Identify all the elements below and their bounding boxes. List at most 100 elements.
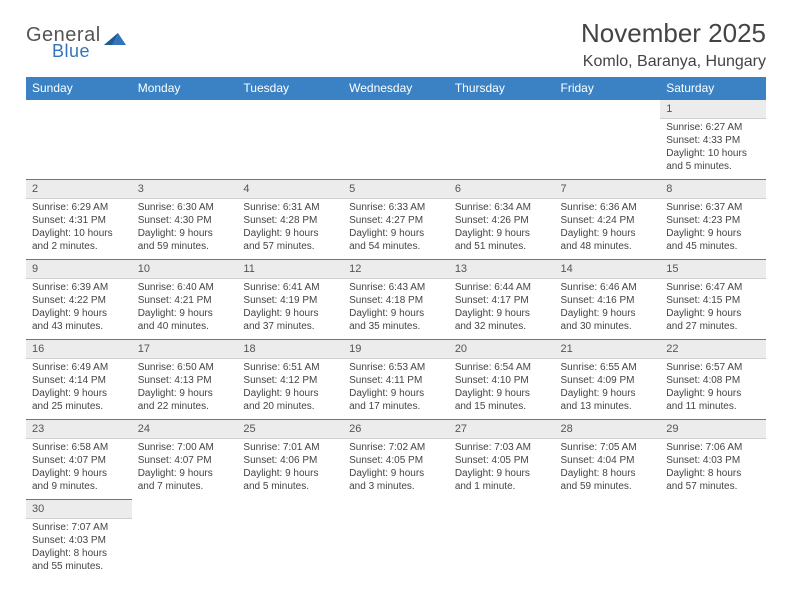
- day-number: 27: [449, 419, 555, 439]
- day-number-empty: [660, 499, 766, 517]
- daylight-line: Daylight: 9 hours and 7 minutes.: [138, 467, 232, 493]
- sunrise-line: Sunrise: 7:00 AM: [138, 441, 232, 454]
- sunrise-line: Sunrise: 7:02 AM: [349, 441, 443, 454]
- calendar-cell: 28Sunrise: 7:05 AMSunset: 4:04 PMDayligh…: [555, 419, 661, 499]
- weekday-header: Thursday: [449, 77, 555, 99]
- day-number: 13: [449, 259, 555, 279]
- sunrise-line: Sunrise: 7:01 AM: [243, 441, 337, 454]
- weekday-header: Sunday: [26, 77, 132, 99]
- day-body: Sunrise: 6:50 AMSunset: 4:13 PMDaylight:…: [132, 359, 238, 417]
- day-number: 30: [26, 499, 132, 519]
- calendar-cell: 23Sunrise: 6:58 AMSunset: 4:07 PMDayligh…: [26, 419, 132, 499]
- sunset-line: Sunset: 4:07 PM: [32, 454, 126, 467]
- weekday-header: Wednesday: [343, 77, 449, 99]
- sunrise-line: Sunrise: 6:49 AM: [32, 361, 126, 374]
- weekday-header: Monday: [132, 77, 238, 99]
- daylight-line: Daylight: 9 hours and 45 minutes.: [666, 227, 760, 253]
- calendar-cell: 6Sunrise: 6:34 AMSunset: 4:26 PMDaylight…: [449, 179, 555, 259]
- sunset-line: Sunset: 4:12 PM: [243, 374, 337, 387]
- sunset-line: Sunset: 4:10 PM: [455, 374, 549, 387]
- day-body: Sunrise: 6:58 AMSunset: 4:07 PMDaylight:…: [26, 439, 132, 497]
- daylight-line: Daylight: 9 hours and 11 minutes.: [666, 387, 760, 413]
- day-number: 17: [132, 339, 238, 359]
- calendar-body: 1Sunrise: 6:27 AMSunset: 4:33 PMDaylight…: [26, 99, 766, 579]
- daylight-line: Daylight: 8 hours and 57 minutes.: [666, 467, 760, 493]
- day-number-empty: [343, 499, 449, 517]
- day-body: Sunrise: 7:06 AMSunset: 4:03 PMDaylight:…: [660, 439, 766, 497]
- sunset-line: Sunset: 4:27 PM: [349, 214, 443, 227]
- calendar-cell: [449, 499, 555, 579]
- calendar-cell: 13Sunrise: 6:44 AMSunset: 4:17 PMDayligh…: [449, 259, 555, 339]
- title-block: November 2025 Komlo, Baranya, Hungary: [581, 18, 766, 71]
- day-body: Sunrise: 7:05 AMSunset: 4:04 PMDaylight:…: [555, 439, 661, 497]
- sunrise-line: Sunrise: 6:46 AM: [561, 281, 655, 294]
- flag-icon: [104, 33, 126, 47]
- calendar-cell: [449, 99, 555, 179]
- day-number: 25: [237, 419, 343, 439]
- day-body: Sunrise: 6:31 AMSunset: 4:28 PMDaylight:…: [237, 199, 343, 257]
- daylight-line: Daylight: 9 hours and 20 minutes.: [243, 387, 337, 413]
- day-body: Sunrise: 6:27 AMSunset: 4:33 PMDaylight:…: [660, 119, 766, 177]
- day-number-empty: [555, 99, 661, 118]
- sunrise-line: Sunrise: 6:53 AM: [349, 361, 443, 374]
- daylight-line: Daylight: 9 hours and 22 minutes.: [138, 387, 232, 413]
- day-number: 12: [343, 259, 449, 279]
- calendar-cell: [660, 499, 766, 579]
- day-number-empty: [449, 99, 555, 118]
- day-number-empty: [132, 99, 238, 118]
- day-number: 20: [449, 339, 555, 359]
- day-number: 14: [555, 259, 661, 279]
- day-number: 3: [132, 179, 238, 199]
- weekday-header: Saturday: [660, 77, 766, 99]
- day-number: 18: [237, 339, 343, 359]
- sunrise-line: Sunrise: 7:05 AM: [561, 441, 655, 454]
- day-number: 9: [26, 259, 132, 279]
- day-body: Sunrise: 6:54 AMSunset: 4:10 PMDaylight:…: [449, 359, 555, 417]
- calendar-cell: 9Sunrise: 6:39 AMSunset: 4:22 PMDaylight…: [26, 259, 132, 339]
- sunset-line: Sunset: 4:33 PM: [666, 134, 760, 147]
- sunrise-line: Sunrise: 6:31 AM: [243, 201, 337, 214]
- daylight-line: Daylight: 9 hours and 1 minute.: [455, 467, 549, 493]
- day-body: Sunrise: 6:57 AMSunset: 4:08 PMDaylight:…: [660, 359, 766, 417]
- day-number: 21: [555, 339, 661, 359]
- sunset-line: Sunset: 4:31 PM: [32, 214, 126, 227]
- sunrise-line: Sunrise: 6:39 AM: [32, 281, 126, 294]
- day-body: Sunrise: 7:07 AMSunset: 4:03 PMDaylight:…: [26, 519, 132, 577]
- calendar-cell: 1Sunrise: 6:27 AMSunset: 4:33 PMDaylight…: [660, 99, 766, 179]
- sunset-line: Sunset: 4:18 PM: [349, 294, 443, 307]
- day-body: Sunrise: 6:41 AMSunset: 4:19 PMDaylight:…: [237, 279, 343, 337]
- sunset-line: Sunset: 4:16 PM: [561, 294, 655, 307]
- calendar-cell: [132, 499, 238, 579]
- logo: General Blue: [26, 24, 126, 62]
- daylight-line: Daylight: 9 hours and 57 minutes.: [243, 227, 337, 253]
- sunrise-line: Sunrise: 6:57 AM: [666, 361, 760, 374]
- day-body: Sunrise: 6:55 AMSunset: 4:09 PMDaylight:…: [555, 359, 661, 417]
- day-number: 16: [26, 339, 132, 359]
- weekday-header-row: SundayMondayTuesdayWednesdayThursdayFrid…: [26, 77, 766, 99]
- day-number: 10: [132, 259, 238, 279]
- day-number: 4: [237, 179, 343, 199]
- day-number: 28: [555, 419, 661, 439]
- calendar-cell: 29Sunrise: 7:06 AMSunset: 4:03 PMDayligh…: [660, 419, 766, 499]
- day-body: Sunrise: 7:03 AMSunset: 4:05 PMDaylight:…: [449, 439, 555, 497]
- day-body: Sunrise: 6:29 AMSunset: 4:31 PMDaylight:…: [26, 199, 132, 257]
- weekday-header: Friday: [555, 77, 661, 99]
- location: Komlo, Baranya, Hungary: [581, 53, 766, 71]
- daylight-line: Daylight: 9 hours and 9 minutes.: [32, 467, 126, 493]
- sunrise-line: Sunrise: 6:34 AM: [455, 201, 549, 214]
- day-body: Sunrise: 6:39 AMSunset: 4:22 PMDaylight:…: [26, 279, 132, 337]
- calendar-cell: [132, 99, 238, 179]
- header: General Blue November 2025 Komlo, Barany…: [26, 18, 766, 71]
- daylight-line: Daylight: 9 hours and 40 minutes.: [138, 307, 232, 333]
- sunrise-line: Sunrise: 6:37 AM: [666, 201, 760, 214]
- day-number-empty: [237, 499, 343, 517]
- calendar-cell: 22Sunrise: 6:57 AMSunset: 4:08 PMDayligh…: [660, 339, 766, 419]
- day-body: Sunrise: 6:47 AMSunset: 4:15 PMDaylight:…: [660, 279, 766, 337]
- calendar-cell: 8Sunrise: 6:37 AMSunset: 4:23 PMDaylight…: [660, 179, 766, 259]
- daylight-line: Daylight: 9 hours and 13 minutes.: [561, 387, 655, 413]
- calendar-cell: 3Sunrise: 6:30 AMSunset: 4:30 PMDaylight…: [132, 179, 238, 259]
- daylight-line: Daylight: 9 hours and 54 minutes.: [349, 227, 443, 253]
- sunrise-line: Sunrise: 6:30 AM: [138, 201, 232, 214]
- calendar-cell: 19Sunrise: 6:53 AMSunset: 4:11 PMDayligh…: [343, 339, 449, 419]
- calendar-cell: 4Sunrise: 6:31 AMSunset: 4:28 PMDaylight…: [237, 179, 343, 259]
